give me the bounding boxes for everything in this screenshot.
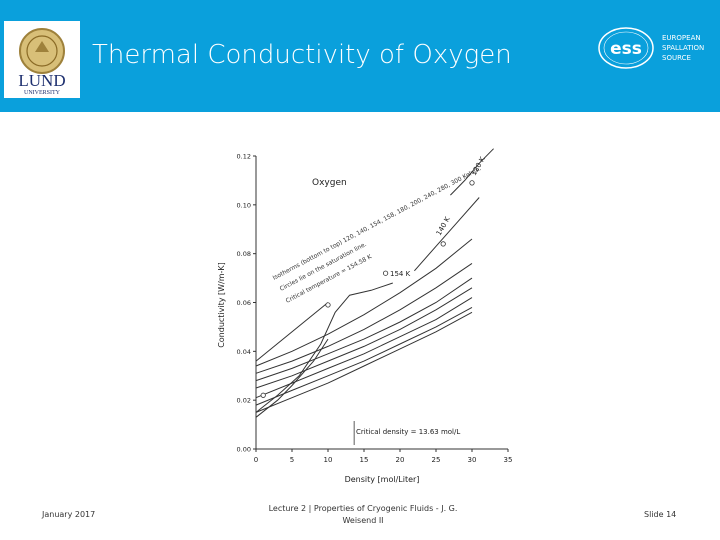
isotherm-line [255,238,473,367]
isotherm-line [255,262,473,374]
saturation-point [383,270,389,276]
x-tick-label: 15 [360,456,369,464]
lund-logo-line1: LUND [18,71,65,90]
y-tick-label: 0.06 [237,299,251,307]
y-tick-label: 0.12 [237,153,251,161]
lund-university-logo: LUND UNIVERSITY [4,21,80,98]
ess-logo: ess EUROPEAN SPALLATION SOURCE [596,22,716,72]
slide-title: Thermal Conductivity of Oxygen [92,40,512,70]
critical-density-annotation: Critical density = 13.63 mol/L [356,428,460,436]
label-154k: 154 K [390,270,411,278]
isotherm-line [255,338,329,418]
y-tick-label: 0.10 [237,201,251,209]
label-140k: 140 K [435,215,452,237]
footer-lecture-line2: Weisend II [342,516,384,525]
y-axis-label: Conductivity [W/m-K] [217,262,226,348]
x-axis-label: Density [mol/Liter] [345,475,420,484]
x-tick-label: 5 [290,456,294,464]
isotherm-annotation: Isotherms (bottom to top) 120, 140, 154,… [272,165,483,282]
saturation-point [260,392,266,398]
ess-logo-line2: SPALLATION [662,44,704,52]
slide-header: LUND UNIVERSITY Thermal Conductivity of … [0,0,720,112]
isotherm-line [255,282,393,413]
isotherm-line [255,277,473,382]
y-tick-label: 0.04 [237,348,251,356]
x-tick-label: 25 [432,456,441,464]
isotherm-line [255,306,473,406]
y-tick-label: 0.08 [237,250,251,258]
isotherm-line [255,311,473,413]
isotherm-line [255,302,329,362]
footer-lecture-info: Lecture 2 | Properties of Cryogenic Flui… [258,503,468,527]
isotherm-line [255,287,473,389]
lund-logo-line2: UNIVERSITY [24,90,61,96]
footer-date: January 2017 [42,510,96,519]
ess-logo-mark: ess [610,39,642,59]
y-tick-label: 0.00 [237,446,251,454]
ess-ring-icon: ess EUROPEAN SPALLATION SOURCE [598,27,704,69]
isotherm-line [414,197,480,272]
ess-logo-line1: EUROPEAN [662,34,701,42]
isotherm-line [450,148,494,196]
lund-seal-icon: LUND UNIVERSITY [18,28,66,96]
chart-svg: Oxygen Conductivity [W/m-K] Density [mol… [217,148,512,484]
saturation-point [440,241,446,247]
x-tick-label: 30 [468,456,477,464]
chart-title: Oxygen [312,178,347,188]
x-tick-label: 20 [396,456,405,464]
oxygen-conductivity-chart: Oxygen Conductivity [W/m-K] Density [mol… [212,140,512,486]
footer-lecture-line1: Lecture 2 | Properties of Cryogenic Flui… [268,504,458,513]
isotherm-line [255,297,473,399]
y-tick-label: 0.02 [237,397,251,405]
ess-logo-line3: SOURCE [662,54,691,62]
x-tick-label: 0 [254,456,258,464]
x-tick-label: 35 [504,456,512,464]
x-tick-label: 10 [324,456,333,464]
footer-slide-number: Slide 14 [644,510,677,519]
saturation-point [469,180,475,186]
saturation-point [325,302,331,308]
